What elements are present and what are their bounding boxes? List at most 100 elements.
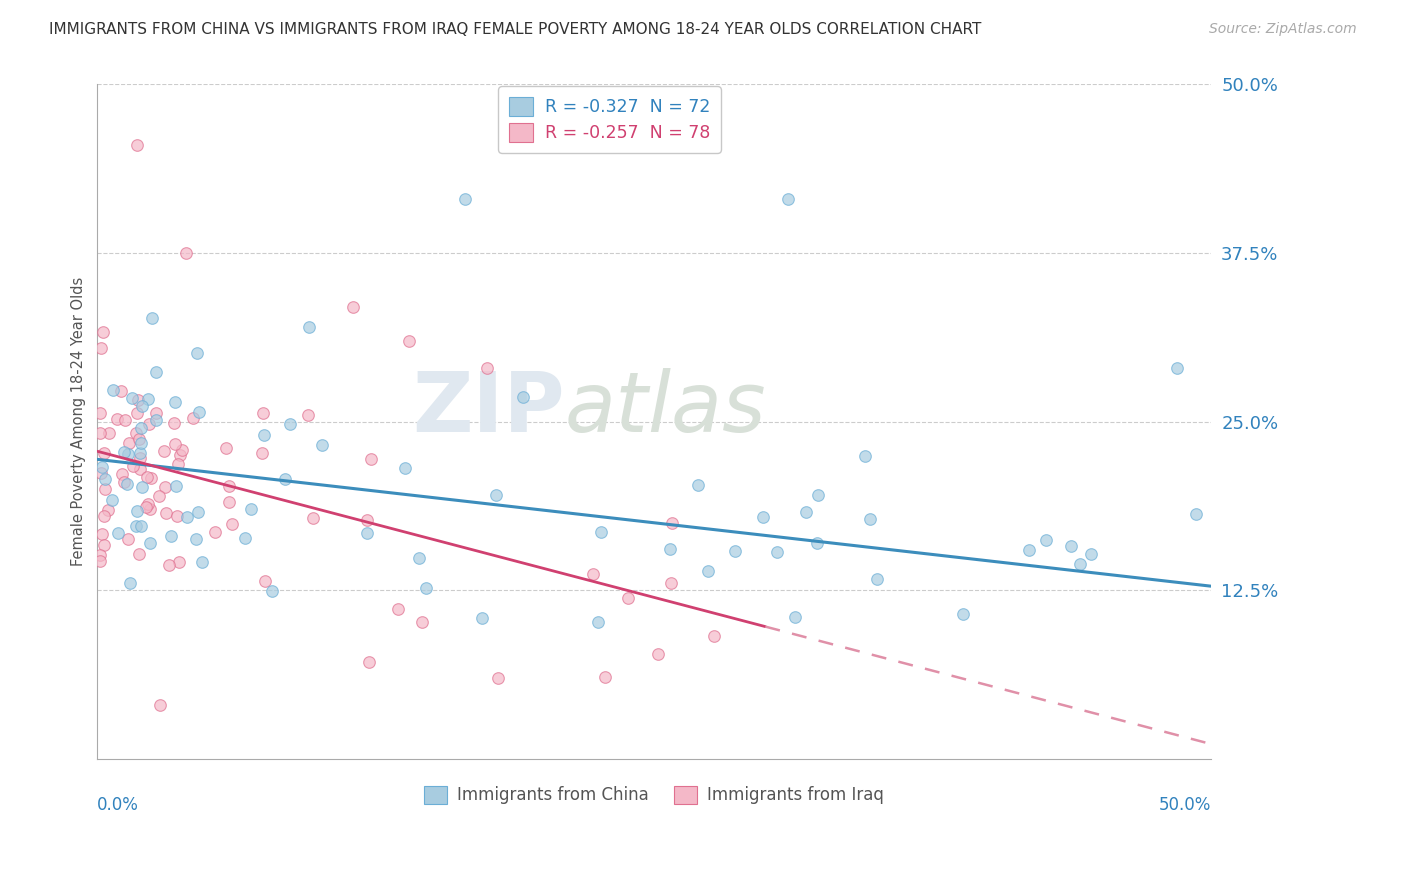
Point [776, 192, 799, 206]
Legend: Immigrants from China, Immigrants from Iraq: Immigrants from China, Immigrants from I… [418, 779, 891, 811]
Point [153, 443, 176, 458]
Point [859, 512, 882, 526]
Point [485, 488, 508, 502]
Point [163, 394, 186, 409]
Point [107, 412, 129, 426]
Point [97, 426, 120, 441]
Point [176, 246, 198, 260]
Point [658, 541, 681, 556]
Point [131, 399, 153, 413]
Point [89, 554, 111, 568]
Point [221, 517, 243, 532]
Point [93, 509, 115, 524]
Point [129, 421, 152, 435]
Point [139, 535, 162, 549]
Point [131, 480, 153, 494]
Point [111, 467, 134, 481]
Point [186, 532, 208, 546]
Point [141, 471, 163, 485]
Point [204, 524, 226, 539]
Point [89, 549, 111, 563]
Point [661, 516, 683, 530]
Point [145, 365, 167, 379]
Point [148, 489, 170, 503]
Point [167, 458, 190, 472]
Text: 0.0%: 0.0% [97, 796, 139, 814]
Point [101, 383, 124, 397]
Point [647, 648, 669, 662]
Point [124, 426, 146, 441]
Point [617, 591, 640, 606]
Text: Source: ZipAtlas.com: Source: ZipAtlas.com [1209, 22, 1357, 37]
Point [486, 671, 509, 685]
Point [94, 472, 117, 486]
Point [582, 567, 605, 582]
Point [806, 535, 828, 549]
Point [138, 392, 160, 407]
Point [360, 451, 382, 466]
Point [93, 482, 115, 496]
Point [794, 505, 817, 519]
Point [129, 435, 152, 450]
Point [274, 472, 297, 486]
Point [138, 417, 160, 431]
Point [215, 441, 238, 455]
Point [260, 584, 283, 599]
Point [128, 432, 150, 446]
Point [93, 446, 115, 460]
Point [356, 513, 378, 527]
Point [1184, 507, 1206, 521]
Point [169, 448, 191, 462]
Point [1080, 547, 1102, 561]
Point [766, 545, 789, 559]
Point [90, 466, 112, 480]
Point [723, 543, 745, 558]
Point [163, 437, 186, 451]
Point [250, 446, 273, 460]
Point [139, 502, 162, 516]
Point [589, 525, 612, 540]
Point [688, 478, 710, 492]
Point [127, 138, 149, 153]
Point [1069, 558, 1091, 572]
Point [129, 518, 152, 533]
Point [394, 461, 416, 475]
Point [149, 698, 172, 712]
Point [387, 602, 409, 616]
Point [593, 669, 616, 683]
Point [357, 655, 380, 669]
Point [807, 488, 830, 502]
Point [129, 446, 152, 460]
Point [107, 526, 129, 541]
Point [160, 529, 183, 543]
Point [165, 479, 187, 493]
Point [297, 409, 319, 423]
Point [512, 390, 534, 404]
Point [398, 334, 420, 349]
Point [167, 555, 190, 569]
Point [1018, 542, 1040, 557]
Point [145, 413, 167, 427]
Point [155, 480, 177, 494]
Point [157, 558, 180, 572]
Point [188, 405, 211, 419]
Point [101, 493, 124, 508]
Point [128, 547, 150, 561]
Point [91, 460, 114, 475]
Point [218, 479, 240, 493]
Point [183, 411, 205, 425]
Point [186, 345, 208, 359]
Point [342, 300, 364, 314]
Point [125, 406, 148, 420]
Point [90, 341, 112, 355]
Point [115, 477, 138, 491]
Point [411, 615, 433, 630]
Point [280, 417, 302, 431]
Point [120, 576, 142, 591]
Point [240, 501, 263, 516]
Point [163, 417, 186, 431]
Point [122, 458, 145, 473]
Point [233, 531, 256, 545]
Point [785, 609, 807, 624]
Point [110, 384, 132, 398]
